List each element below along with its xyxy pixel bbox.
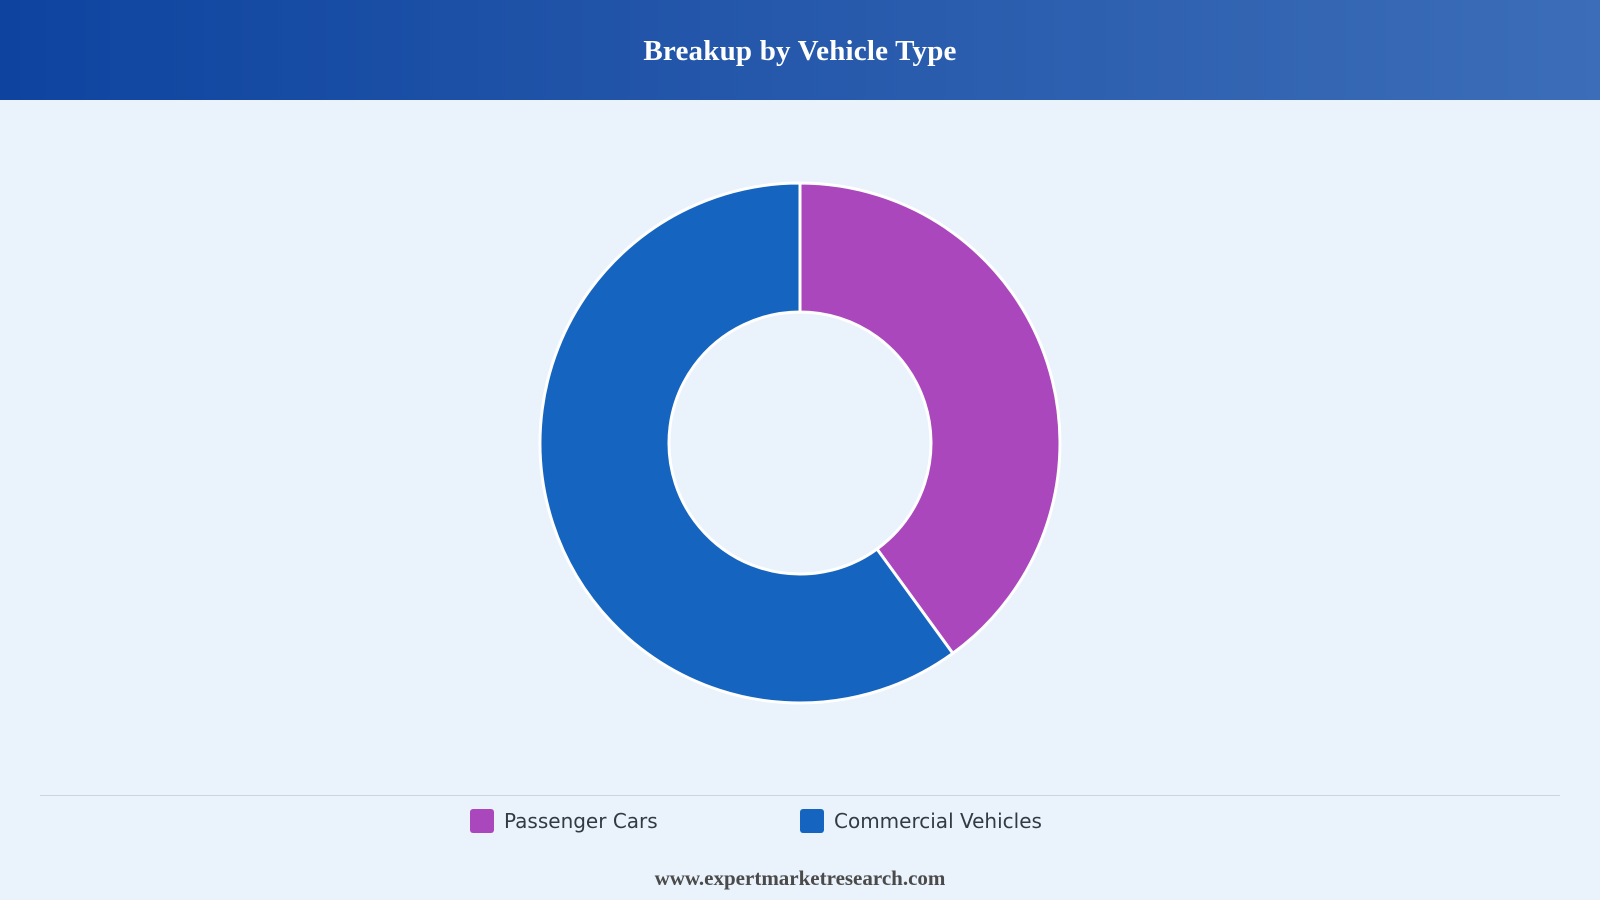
chart-area xyxy=(0,100,1600,790)
donut-slice-passenger-cars[interactable] xyxy=(798,181,1062,655)
legend-item-passenger-cars[interactable]: Passenger Cars xyxy=(470,806,658,836)
donut-slice-commercial-vehicles[interactable] xyxy=(538,181,955,705)
donut-chart xyxy=(538,181,1062,705)
legend-swatch-commercial-vehicles xyxy=(800,809,824,833)
footer-watermark: www.expertmarketresearch.com xyxy=(654,866,946,890)
legend-divider xyxy=(40,795,1560,796)
legend-swatch-passenger-cars xyxy=(470,809,494,833)
chart-title: Breakup by Vehicle Type xyxy=(643,34,957,67)
chart-legend: Passenger Cars Commercial Vehicles xyxy=(0,806,1600,836)
legend-label-commercial-vehicles: Commercial Vehicles xyxy=(834,809,1042,833)
legend-label-passenger-cars: Passenger Cars xyxy=(504,809,658,833)
chart-header: Breakup by Vehicle Type xyxy=(0,0,1600,100)
legend-item-commercial-vehicles[interactable]: Commercial Vehicles xyxy=(800,806,1042,836)
